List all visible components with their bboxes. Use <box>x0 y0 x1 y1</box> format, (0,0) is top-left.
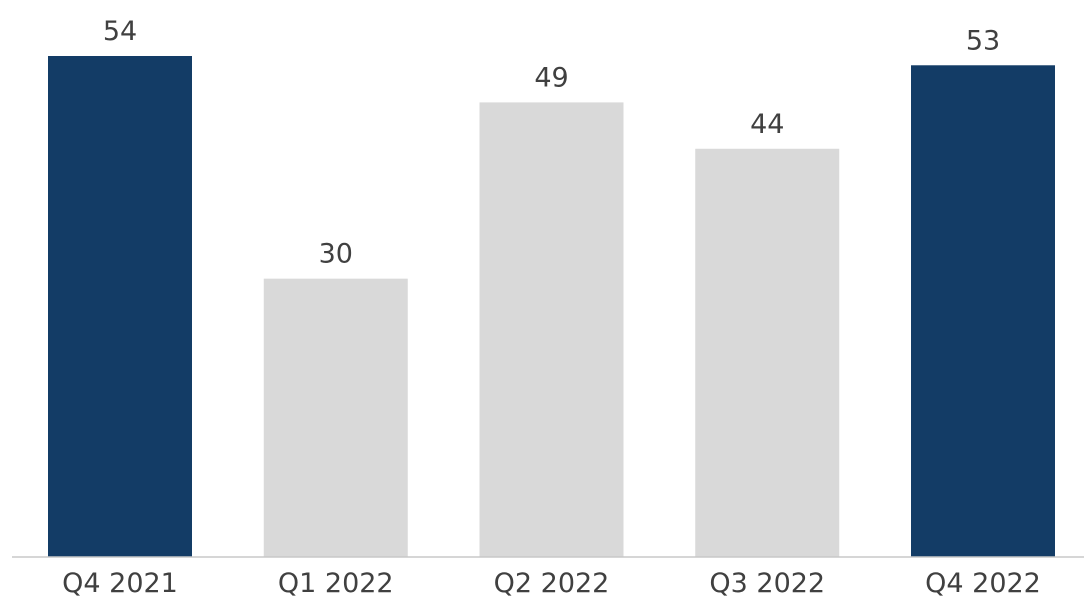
x-tick-label-q3-2022: Q3 2022 <box>709 568 825 599</box>
bar-q1-2022 <box>263 278 408 557</box>
x-tick-label-q1-2022: Q1 2022 <box>278 568 394 599</box>
x-tick-label-q4-2021: Q4 2021 <box>62 568 178 599</box>
bar-q4-2021 <box>48 56 192 557</box>
data-label-q1-2022: 30 <box>319 239 353 270</box>
data-label-q2-2022: 49 <box>534 62 568 93</box>
bar-q2-2022 <box>479 102 624 557</box>
x-tick-label-q2-2022: Q2 2022 <box>494 568 610 599</box>
bar-q4-2022 <box>911 65 1055 557</box>
x-tick-label-q4-2022: Q4 2022 <box>925 568 1041 599</box>
data-label-q4-2022: 53 <box>966 25 1000 56</box>
bars-group <box>48 56 1055 557</box>
value-labels-group: 54 30 49 44 53 <box>103 16 1000 270</box>
data-label-q4-2021: 54 <box>103 16 137 47</box>
x-tick-labels-group: Q4 2021 Q1 2022 Q2 2022 Q3 2022 Q4 2022 <box>62 568 1041 599</box>
bar-q3-2022 <box>695 148 840 557</box>
data-label-q3-2022: 44 <box>750 109 784 140</box>
